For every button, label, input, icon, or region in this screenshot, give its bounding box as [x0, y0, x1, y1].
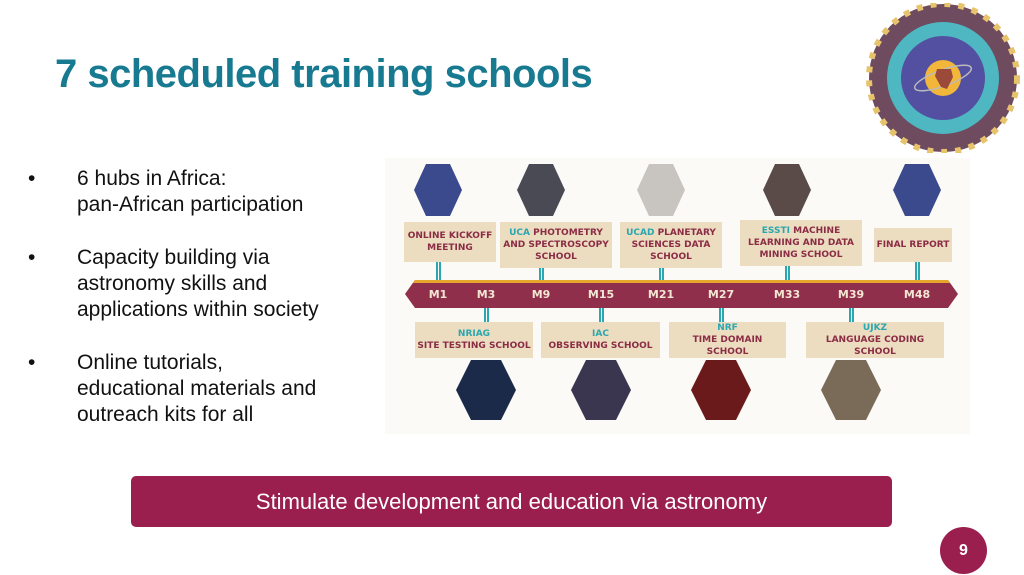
event-box: NRF TIME DOMAIN SCHOOL	[669, 322, 786, 358]
event-label: PLANETARY SCIENCES DATA SCHOOL	[631, 228, 716, 262]
school-photo	[763, 164, 811, 216]
slide-title: 7 scheduled training schools	[55, 52, 593, 96]
institution: UJKZ	[862, 323, 888, 333]
milestone-label: M48	[903, 288, 931, 301]
institution: ESSTI	[761, 226, 790, 236]
event-box: UCA PHOTOMETRY AND SPECTROSCOPY SCHOOL	[500, 222, 612, 268]
event-label: OBSERVING SCHOOL	[548, 341, 653, 351]
milestone-label: M1	[428, 288, 448, 301]
bullet-line: pan-African participation	[77, 193, 304, 216]
milestone-label: M21	[647, 288, 675, 301]
bullet-dot: •	[28, 246, 36, 269]
summary-banner: Stimulate development and education via …	[131, 476, 892, 527]
bullet-item: • Capacity building via astronomy skills a…	[28, 245, 388, 323]
connector	[484, 308, 489, 322]
bullet-line: outreach kits for all	[77, 403, 254, 426]
bullet-dot: •	[28, 351, 36, 374]
connector	[539, 268, 544, 280]
milestone-label: M3	[476, 288, 496, 301]
bullet-line: applications within society	[77, 298, 319, 321]
event-label: FINAL REPORT	[876, 240, 950, 250]
event-label: LANGUAGE CODING SCHOOL	[825, 335, 925, 357]
connector	[659, 268, 664, 280]
bullet-line: astronomy skills and	[77, 272, 268, 295]
event-label: PHOTOMETRY AND SPECTROSCOPY SCHOOL	[503, 228, 609, 262]
connector	[719, 308, 724, 322]
school-photo	[456, 360, 516, 420]
connector	[599, 308, 604, 322]
event-label: SITE TESTING SCHOOL	[417, 341, 531, 351]
bullet-dot: •	[28, 167, 36, 190]
school-photo	[571, 360, 631, 420]
milestone-label: M33	[773, 288, 801, 301]
bullet-item: • Online tutorials, educational materials …	[28, 350, 388, 428]
event-box: UCAD PLANETARY SCIENCES DATA SCHOOL	[620, 222, 722, 268]
page-number: 9	[940, 527, 987, 574]
milestone-label: M9	[531, 288, 551, 301]
school-photo	[893, 164, 941, 216]
event-box: FINAL REPORT	[874, 228, 952, 262]
schools-timeline: M1 M3 M9 M15 M21 M27 M33 M39 M48 ONLINE KICKOFF …	[385, 158, 970, 434]
bullet-line: Online tutorials,	[77, 351, 223, 374]
school-photo	[691, 360, 751, 420]
event-box: ESSTI MACHINE LEARNING AND DATA MINING S…	[740, 220, 862, 266]
institution: UCA	[509, 228, 530, 238]
bullet-line: Capacity building via	[77, 246, 270, 269]
milestone-label: M15	[587, 288, 615, 301]
connector	[785, 266, 790, 280]
institution: IAC	[592, 329, 609, 339]
connector	[436, 262, 441, 280]
event-box: UJKZ LANGUAGE CODING SCHOOL	[806, 322, 944, 358]
event-label: TIME DOMAIN SCHOOL	[692, 335, 763, 357]
bullet-item: • 6 hubs in Africa: pan-African participat…	[28, 166, 388, 218]
event-box: ONLINE KICKOFF MEETING	[404, 222, 496, 262]
event-label: ONLINE KICKOFF MEETING	[407, 231, 493, 253]
timeline-arrow	[405, 280, 958, 308]
bullet-line: educational materials and	[77, 377, 317, 400]
institution: NRIAG	[457, 329, 491, 339]
bullet-line: 6 hubs in Africa:	[77, 167, 227, 190]
connector	[849, 308, 854, 322]
event-label: MACHINE LEARNING AND DATA MINING SCHOOL	[748, 226, 854, 260]
school-photo	[517, 164, 565, 216]
institution: UCAD	[626, 228, 655, 238]
school-photo	[821, 360, 881, 420]
event-box: NRIAG SITE TESTING SCHOOL	[415, 322, 533, 358]
milestone-label: M39	[837, 288, 865, 301]
school-photo	[637, 164, 685, 216]
institution: NRF	[717, 323, 738, 333]
milestone-label: M27	[707, 288, 735, 301]
connector	[915, 262, 920, 280]
event-box: IAC OBSERVING SCHOOL	[541, 322, 660, 358]
bullet-list: • 6 hubs in Africa: pan-African participat…	[28, 166, 388, 455]
project-logo	[866, 3, 1020, 153]
school-photo	[414, 164, 462, 216]
